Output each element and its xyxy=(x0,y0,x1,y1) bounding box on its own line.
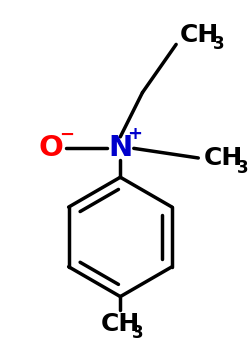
Text: 3: 3 xyxy=(213,35,224,54)
Text: 3: 3 xyxy=(132,324,143,342)
Text: +: + xyxy=(127,125,142,143)
Text: CH: CH xyxy=(180,23,219,47)
Text: −: − xyxy=(59,126,74,144)
Text: CH: CH xyxy=(101,312,140,336)
Text: 3: 3 xyxy=(237,159,248,177)
Text: O: O xyxy=(38,134,64,162)
Text: N: N xyxy=(108,134,132,162)
Text: CH: CH xyxy=(204,146,243,170)
